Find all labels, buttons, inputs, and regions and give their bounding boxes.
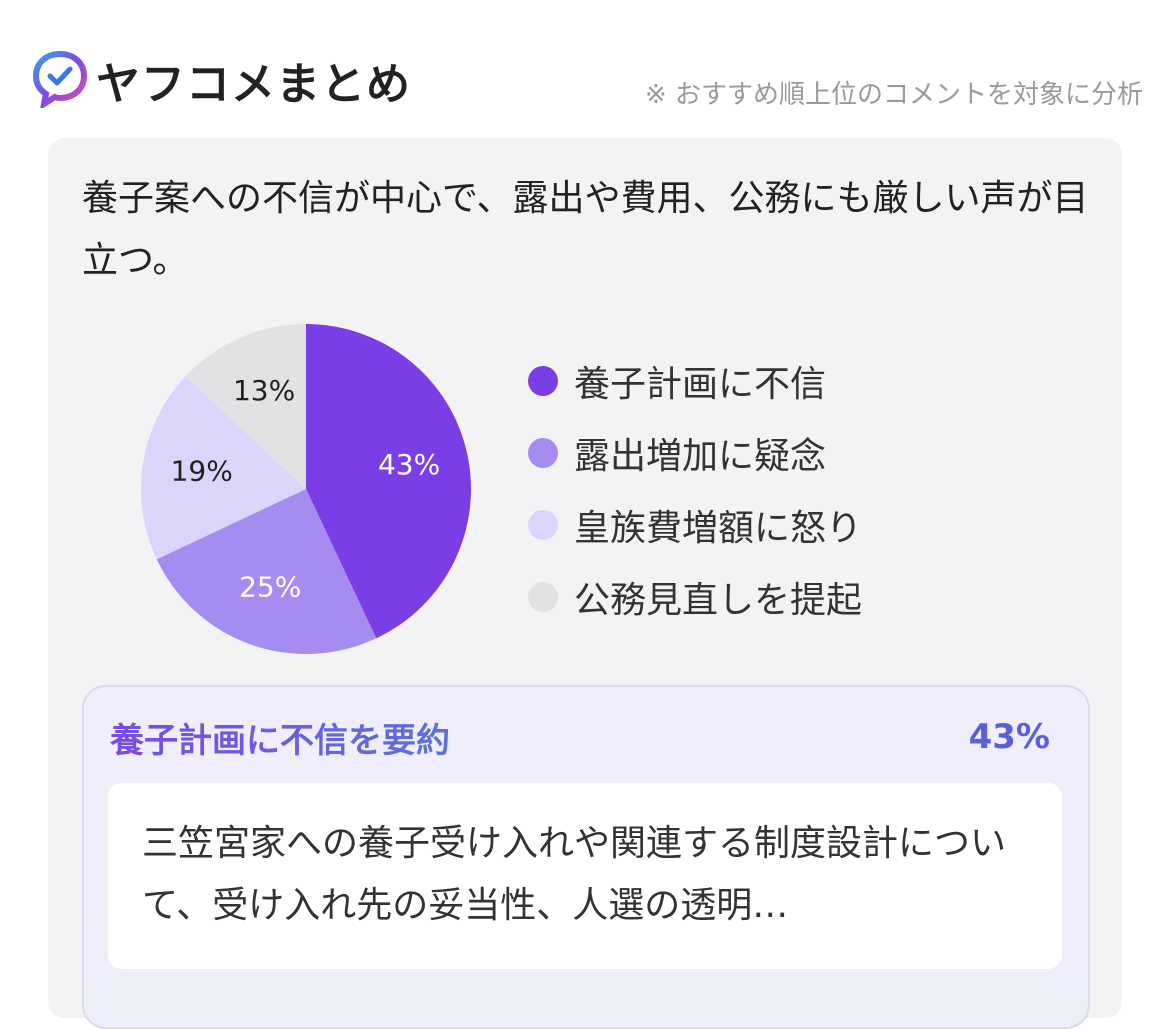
pie-slice xyxy=(185,324,306,489)
legend-swatch xyxy=(528,366,558,396)
legend-item: 養子計画に不信 xyxy=(528,345,862,417)
card-title: 養子計画に不信を要約 xyxy=(110,713,450,762)
pie-slice xyxy=(141,376,306,560)
legend-item: 公務見直しを提起 xyxy=(528,561,862,633)
card-box: 三笠宮家への養子受け入れや関連する制度設計について、受け入れ先の妥当性、人選の透… xyxy=(108,783,1062,969)
legend-swatch xyxy=(528,582,558,612)
legend-label: 公務見直しを提起 xyxy=(574,580,863,621)
summary-text: 養子案への不信が中心で、露出や費用、公務にも厳しい声が目立つ。 xyxy=(82,178,1089,281)
logo-icon xyxy=(32,50,88,108)
legend: 養子計画に不信 露出増加に疑念 皇族費増額に怒り 公務見直しを提起 xyxy=(528,345,862,633)
app-title: ヤフコメまとめ xyxy=(96,59,411,110)
note: ※ おすすめ順上位のコメントを対象に分析 xyxy=(644,80,1143,110)
legend-label: 養子計画に不信 xyxy=(574,364,827,405)
card-text: 三笠宮家への養子受け入れや関連する制度設計について、受け入れ先の妥当性、人選の透… xyxy=(142,823,1007,926)
legend-item: 露出増加に疑念 xyxy=(528,417,862,489)
pie-chart: 43% 25% 19% 13% xyxy=(141,324,471,654)
pie-slice xyxy=(156,489,377,654)
legend-swatch xyxy=(528,438,558,468)
pie-slice xyxy=(306,324,471,639)
slice-label: 43% xyxy=(378,448,440,481)
legend-label: 皇族費増額に怒り xyxy=(574,508,863,549)
legend-swatch xyxy=(528,510,558,540)
slice-label: 19% xyxy=(171,454,233,487)
slice-label: 13% xyxy=(233,374,295,407)
legend-item: 皇族費増額に怒り xyxy=(528,489,862,561)
legend-label: 露出増加に疑念 xyxy=(574,436,827,477)
card-percent: 43% xyxy=(968,717,1050,757)
topic-card[interactable]: 養子計画に不信を要約 43% 三笠宮家への養子受け入れや関連する制度設計について… xyxy=(82,685,1090,1029)
slice-label: 25% xyxy=(239,570,301,603)
page: ヤフコメまとめ ※ おすすめ順上位のコメントを対象に分析 養子案への不信が中心で… xyxy=(32,50,1143,1029)
